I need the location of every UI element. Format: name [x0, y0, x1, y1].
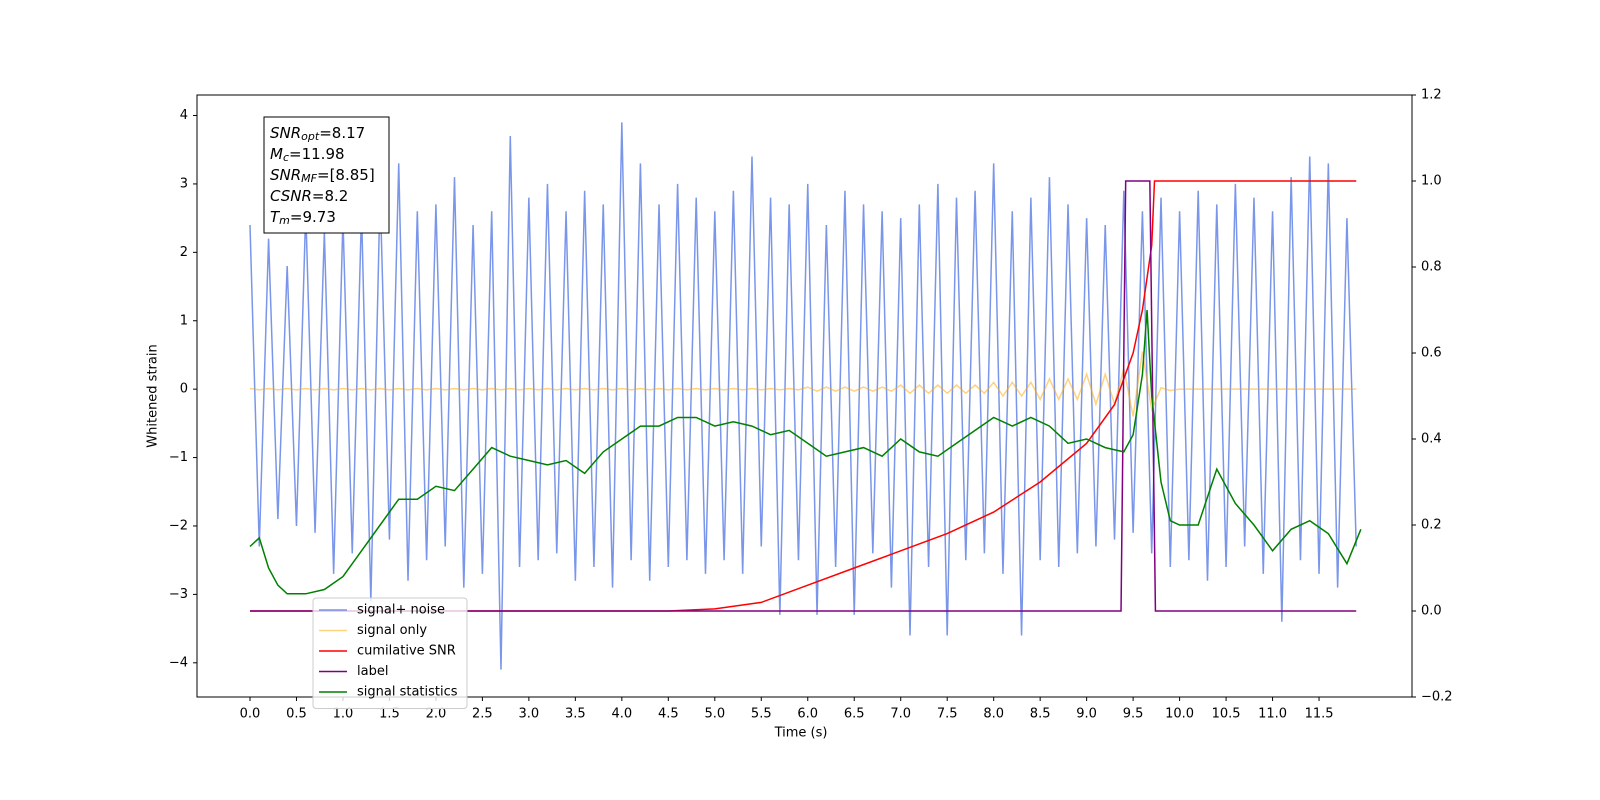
legend-label: signal statistics — [357, 685, 458, 700]
annotation-symbol: SNR — [270, 166, 301, 184]
y2-tick-label: 0.0 — [1421, 604, 1442, 619]
x-tick-label: 2.5 — [472, 707, 493, 722]
x-tick-label: 7.5 — [937, 707, 958, 722]
x-tick-label: 1.5 — [379, 707, 400, 722]
annotation-subscript: opt — [301, 130, 320, 143]
annotation-subscript: MF — [301, 172, 317, 185]
y2-tick-label: 0.2 — [1421, 518, 1442, 533]
legend-label: cumilative SNR — [357, 644, 456, 659]
y-tick-label: 0 — [180, 382, 188, 397]
annotation-subscript: c — [283, 151, 289, 164]
annotation-value: =8.2 — [312, 187, 348, 205]
annotation-symbol: SNR — [270, 124, 301, 142]
legend-label: signal only — [357, 623, 427, 638]
x-tick-label: 9.0 — [1076, 707, 1097, 722]
x-tick-label: 1.0 — [333, 707, 354, 722]
y-tick-label: −3 — [169, 587, 188, 602]
legend: signal+ noise signal only cumilative SNR la… — [312, 597, 468, 709]
x-tick-label: 10.0 — [1165, 707, 1194, 722]
legend-box — [312, 597, 468, 709]
y2-tick-label: 0.8 — [1421, 260, 1442, 275]
axes-frame — [196, 94, 1413, 698]
x-tick-label: 11.5 — [1305, 707, 1334, 722]
x-tick-label: 8.0 — [983, 707, 1004, 722]
annotation-text: Tm=9.73 — [270, 208, 336, 228]
x-tick-label: 3.5 — [565, 707, 586, 722]
x-tick-label: 5.5 — [751, 707, 772, 722]
plot-area — [249, 122, 1362, 670]
y-tick-label: 1 — [180, 313, 188, 328]
x-tick-label: 6.0 — [797, 707, 818, 722]
x-tick-label: 0.5 — [286, 707, 307, 722]
x-tick-label: 11.0 — [1258, 707, 1287, 722]
y-tick-label: −2 — [169, 518, 188, 533]
x-tick-label: 2.0 — [426, 707, 447, 722]
y2-tick-label: 0.6 — [1421, 346, 1442, 361]
y-tick-label: 3 — [180, 176, 188, 191]
annotation-value: =[8.85] — [317, 166, 375, 184]
series-line — [249, 122, 1357, 670]
x-tick-label: 8.5 — [1030, 707, 1051, 722]
annotation-symbol: CSNR — [270, 187, 312, 205]
y-tick-label: 4 — [180, 108, 188, 123]
x-tick-label: 4.5 — [658, 707, 679, 722]
x-tick-label: 9.5 — [1123, 707, 1144, 722]
y2-tick-label: 0.4 — [1421, 432, 1442, 447]
annotation-symbol: M — [270, 145, 283, 163]
annotation-value: =9.73 — [290, 208, 336, 226]
series-line — [249, 180, 1357, 612]
x-tick-label: 3.0 — [519, 707, 540, 722]
annotation-text: SNRopt=8.17 — [270, 124, 365, 144]
series-line — [249, 309, 1362, 595]
legend-label: label — [357, 664, 388, 679]
annotation-text: Mc=11.98 — [270, 145, 345, 165]
y2-tick-label: −0.2 — [1421, 690, 1453, 705]
annotation-text: CSNR=8.2 — [270, 187, 348, 205]
y-tick-label: −1 — [169, 450, 188, 465]
series-line — [249, 351, 1357, 417]
x-tick-label: 5.0 — [704, 707, 725, 722]
x-axis-label: Time (s) — [774, 726, 828, 741]
x-tick-label: 6.5 — [844, 707, 865, 722]
y-tick-label: 2 — [180, 245, 188, 260]
series-line — [249, 180, 1357, 612]
x-tick-label: 10.5 — [1212, 707, 1241, 722]
annotation-subscript: m — [279, 214, 290, 227]
annotation: SNRopt=8.17Mc=11.98SNRMF=[8.85]CSNR=8.2T… — [263, 116, 390, 234]
legend-label: signal+ noise — [357, 603, 445, 618]
y2-tick-label: 1.0 — [1421, 174, 1442, 189]
annotation-symbol: T — [270, 208, 281, 226]
x-tick-label: 7.0 — [890, 707, 911, 722]
annotation-value: =11.98 — [289, 145, 345, 163]
annotation-value: =8.17 — [319, 124, 365, 142]
y2-tick-label: 1.2 — [1421, 88, 1442, 103]
x-tick-label: 4.0 — [611, 707, 632, 722]
annotation-box — [263, 116, 390, 234]
annotation-text: SNRMF=[8.85] — [270, 166, 375, 186]
y-tick-label: −4 — [169, 655, 188, 670]
y-axis-label: Whitened strain — [146, 344, 161, 447]
x-tick-label: 0.0 — [240, 707, 261, 722]
